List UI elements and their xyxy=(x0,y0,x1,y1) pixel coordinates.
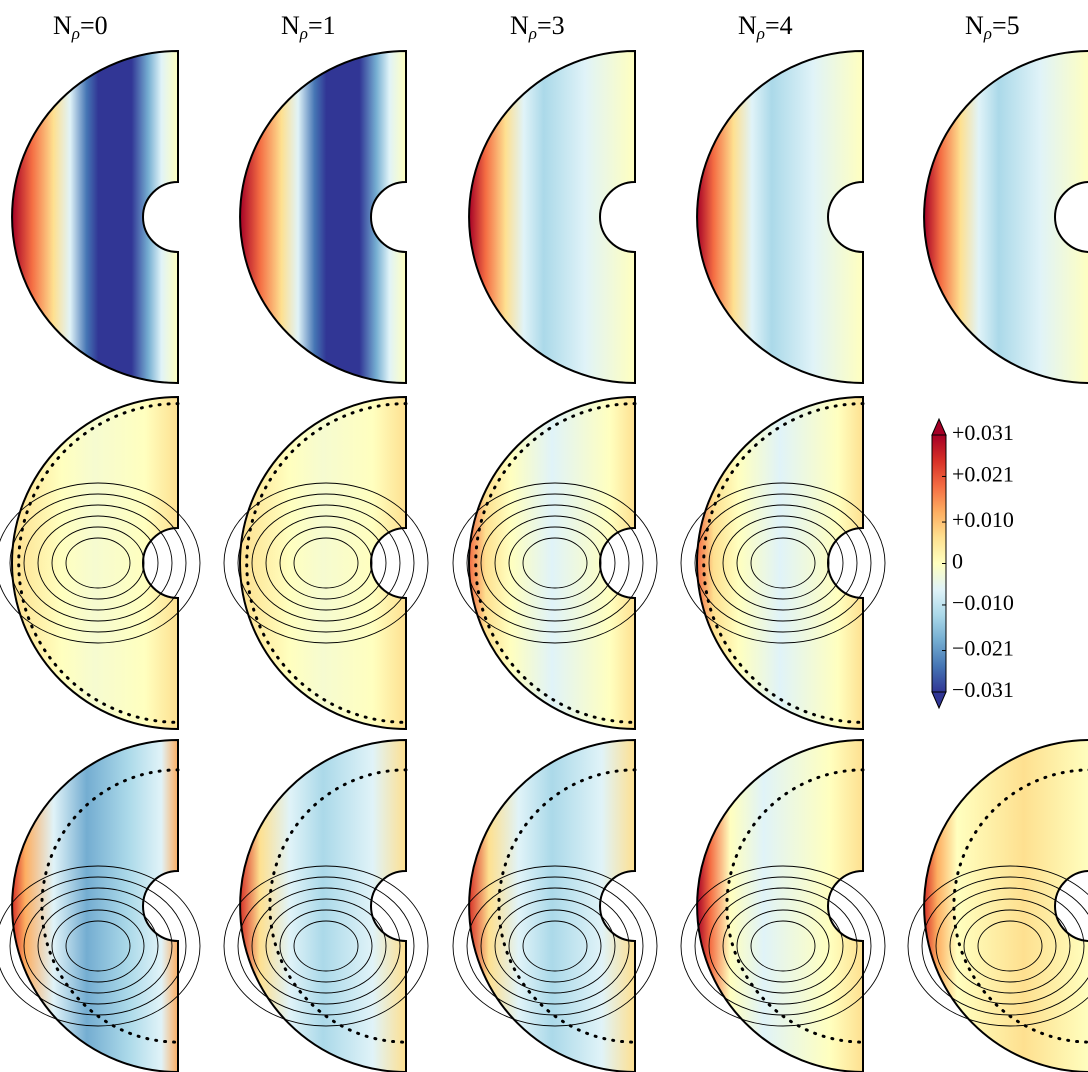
colorbar-tick-label: 0 xyxy=(952,549,963,574)
figure: Nρ=0Nρ=1Nρ=3Nρ=4Nρ=5+0.031+0.021+0.0100−… xyxy=(0,0,1088,1072)
title-sub: ρ xyxy=(299,24,308,43)
panel xyxy=(697,397,863,729)
colorbar-tick-label: +0.021 xyxy=(952,461,1014,486)
panel xyxy=(469,397,635,729)
title-rest: =0 xyxy=(80,11,108,40)
colorbar-tick-label: −0.021 xyxy=(952,636,1014,661)
colorbar-extend-max xyxy=(932,419,946,435)
title-main: N xyxy=(965,11,984,40)
title-rest: =3 xyxy=(537,11,565,40)
column-title: Nρ=0 xyxy=(53,11,108,43)
title-rest: =4 xyxy=(765,11,793,40)
column-title: Nρ=5 xyxy=(965,11,1020,43)
panel xyxy=(240,51,406,383)
colorbar-tick-label: −0.010 xyxy=(952,590,1014,615)
panel xyxy=(12,51,178,383)
column-title: Nρ=4 xyxy=(738,11,793,43)
title-rest: =5 xyxy=(992,11,1020,40)
panel xyxy=(924,51,1088,383)
colorbar-tick-label: −0.031 xyxy=(952,677,1014,702)
panel xyxy=(240,740,406,1072)
panel xyxy=(240,397,406,729)
title-main: N xyxy=(53,11,72,40)
panel xyxy=(697,51,863,383)
panel xyxy=(12,397,178,729)
title-rest: =1 xyxy=(308,11,336,40)
title-sub: ρ xyxy=(528,24,537,43)
title-main: N xyxy=(281,11,300,40)
column-title: Nρ=3 xyxy=(510,11,565,43)
panel xyxy=(469,740,635,1072)
title-sub: ρ xyxy=(756,24,765,43)
panel xyxy=(12,740,178,1072)
panel xyxy=(469,51,635,383)
column-title: Nρ=1 xyxy=(281,11,336,43)
title-main: N xyxy=(738,11,757,40)
title-sub: ρ xyxy=(983,24,992,43)
colorbar-extend-min xyxy=(932,692,946,708)
panel xyxy=(697,740,863,1072)
title-sub: ρ xyxy=(71,24,80,43)
colorbar-tick-label: +0.031 xyxy=(952,420,1014,445)
title-main: N xyxy=(510,11,529,40)
colorbar-tick-label: +0.010 xyxy=(952,507,1014,532)
